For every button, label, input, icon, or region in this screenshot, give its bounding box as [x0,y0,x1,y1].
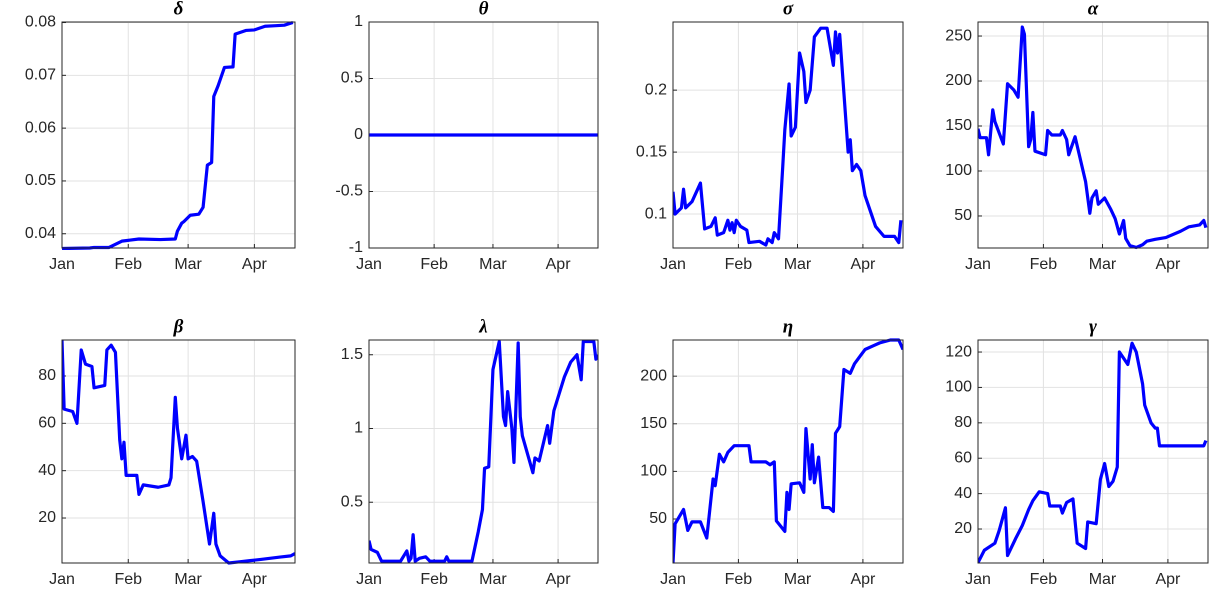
x-tick-label: Mar [784,571,812,588]
y-tick-label: 1 [354,13,363,30]
y-tick-label: 20 [38,509,56,526]
y-tick-label: 60 [954,449,972,466]
y-tick-label: 0.08 [25,14,56,31]
subplot-title: η [783,316,793,337]
x-tick-label: Apr [1155,256,1181,273]
subplot-title: γ [1089,316,1097,337]
y-tick-label: 0.04 [25,225,56,242]
data-line [978,341,1208,564]
data-line [978,25,1208,250]
x-tick-label: Feb [420,571,448,588]
x-tick-label: Apr [850,256,876,273]
plot-frame [977,339,1209,564]
x-tick-label: Feb [420,256,448,273]
x-tick-label: Feb [114,571,142,588]
y-tick-label: 0.1 [645,205,667,222]
y-tick-label: 1 [354,420,363,437]
x-tick-label: Apr [546,571,572,588]
x-tick-label: Apr [1155,571,1181,588]
y-tick-label: 120 [945,343,972,360]
data-line [369,339,598,563]
plot-frame [61,339,296,564]
y-tick-label: 0.5 [341,493,363,510]
plot-frame [368,339,599,564]
y-tick-label: 150 [945,117,972,134]
data-line [673,338,903,563]
x-tick-label: Apr [242,256,268,273]
subplot-title: σ [783,0,794,19]
x-tick-label: Apr [242,571,268,588]
subplot-title: λ [478,316,487,337]
y-tick-label: 60 [38,415,56,432]
y-tick-label: 0 [354,126,363,143]
subplot-title: β [173,316,184,337]
subplot: σ Jan Feb Mar Apr 0.1 0.15 0.2 [636,0,904,273]
x-tick-label: Jan [49,256,75,273]
data-line [62,21,294,250]
y-tick-label: 20 [954,520,972,537]
y-tick-label: 1.5 [341,346,363,363]
x-tick-label: Jan [660,256,686,273]
x-tick-label: Apr [546,256,572,273]
data-line [62,340,295,565]
x-tick-label: Feb [1030,256,1058,273]
x-tick-label: Feb [1030,571,1058,588]
x-tick-label: Mar [479,256,507,273]
y-tick-label: 150 [640,415,667,432]
y-tick-label: -1 [349,239,363,256]
plot-frame [61,21,296,249]
plot-frame [368,21,599,249]
x-tick-label: Mar [1089,571,1117,588]
subplot: δ Jan Feb Mar Apr 0.04 0.05 0.06 0.07 0.08 [25,0,296,273]
x-tick-label: Feb [114,256,142,273]
subplot-title: θ [479,0,489,19]
x-tick-label: Jan [356,571,382,588]
x-tick-label: Mar [784,256,812,273]
plot-frame [672,21,904,249]
y-tick-label: 0.06 [25,119,56,136]
subplot: η Jan Feb Mar Apr 50 100 150 200 [640,316,904,588]
x-tick-label: Mar [174,571,202,588]
y-tick-label: 0.2 [645,81,667,98]
y-tick-label: 80 [954,414,972,431]
x-tick-label: Feb [725,256,753,273]
x-tick-label: Jan [356,256,382,273]
y-tick-label: 250 [945,27,972,44]
y-tick-label: 0.05 [25,172,56,189]
y-tick-label: 0.5 [341,70,363,87]
subplot: γ Jan Feb Mar Apr 20 40 60 80 100 120 [945,316,1209,588]
y-tick-label: 100 [945,379,972,396]
subplot-title: α [1088,0,1099,19]
y-tick-label: 50 [954,207,972,224]
x-tick-label: Apr [850,571,876,588]
plot-frame [977,21,1209,249]
x-tick-label: Mar [1089,256,1117,273]
y-tick-label: 40 [954,485,972,502]
subplot: β Jan Feb Mar Apr 20 40 60 80 [38,316,296,588]
y-tick-label: 0.15 [636,143,667,160]
subplot: α Jan Feb Mar Apr 50 100 150 200 250 [945,0,1209,273]
x-tick-label: Mar [174,256,202,273]
x-tick-label: Jan [965,256,991,273]
x-tick-label: Jan [965,571,991,588]
y-tick-label: 200 [640,367,667,384]
y-tick-label: -0.5 [335,183,363,200]
plot-frame [672,339,904,564]
x-tick-label: Jan [660,571,686,588]
x-tick-label: Mar [479,571,507,588]
x-tick-label: Jan [49,571,75,588]
x-tick-label: Feb [725,571,753,588]
y-tick-label: 100 [640,463,667,480]
y-tick-label: 40 [38,462,56,479]
y-tick-label: 50 [649,510,667,527]
y-tick-label: 80 [38,367,56,384]
subplot-title: δ [174,0,184,19]
y-tick-label: 100 [945,162,972,179]
subplot: λ Jan Feb Mar Apr 0.5 1 1.5 [341,316,599,588]
y-tick-label: 0.07 [25,67,56,84]
subplot: θ Jan Feb Mar Apr -1 -0.5 0 0.5 1 [335,0,599,273]
y-tick-label: 200 [945,72,972,89]
data-line [673,26,903,247]
